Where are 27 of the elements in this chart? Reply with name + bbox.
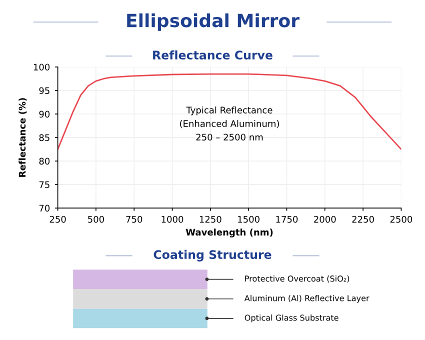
- x-axis-title: Wavelength (nm): [186, 228, 273, 238]
- x-tick-label: 2500: [390, 216, 412, 223]
- x-tick-label: 250: [50, 216, 66, 223]
- text: Coating Structure: [154, 250, 272, 262]
- x-tick-label: 500: [88, 216, 104, 223]
- chart-title: Ellipsoidal Mirror: [127, 13, 300, 31]
- x-tick-label: 2250: [352, 216, 374, 223]
- x-tick-label: 2000: [314, 216, 336, 223]
- text: Protective Overcoat (SiO₂): [245, 275, 350, 283]
- x-tick-label: 1000: [162, 216, 184, 223]
- chart-subtitle: Reflectance Curve: [153, 50, 272, 60]
- x-tick-label: 750: [126, 216, 142, 223]
- y-tick-label: 90: [39, 110, 50, 118]
- y-tick-label: 75: [39, 181, 50, 188]
- y-tick-label: 100: [34, 64, 50, 71]
- y-tick-label: 80: [39, 158, 50, 165]
- line-series: [58, 73, 402, 150]
- x-tick-label: 1250: [200, 216, 222, 223]
- text: Aluminum (Al) Reflective Layer: [244, 294, 370, 303]
- x-tick-label: 1500: [238, 216, 260, 223]
- y-tick-label: 85: [39, 134, 50, 142]
- text: Optical Glass Substrate: [244, 314, 338, 322]
- annotation: Typical Reflectance (Enhanced Aluminum) 250 – 2500 nm: [180, 106, 279, 141]
- y-tick-label: 95: [39, 87, 50, 94]
- y-axis-title: Reflectance (%): [18, 98, 27, 177]
- y-tick-label: 70: [39, 204, 50, 212]
- x-tick-label: 1750: [276, 216, 298, 223]
